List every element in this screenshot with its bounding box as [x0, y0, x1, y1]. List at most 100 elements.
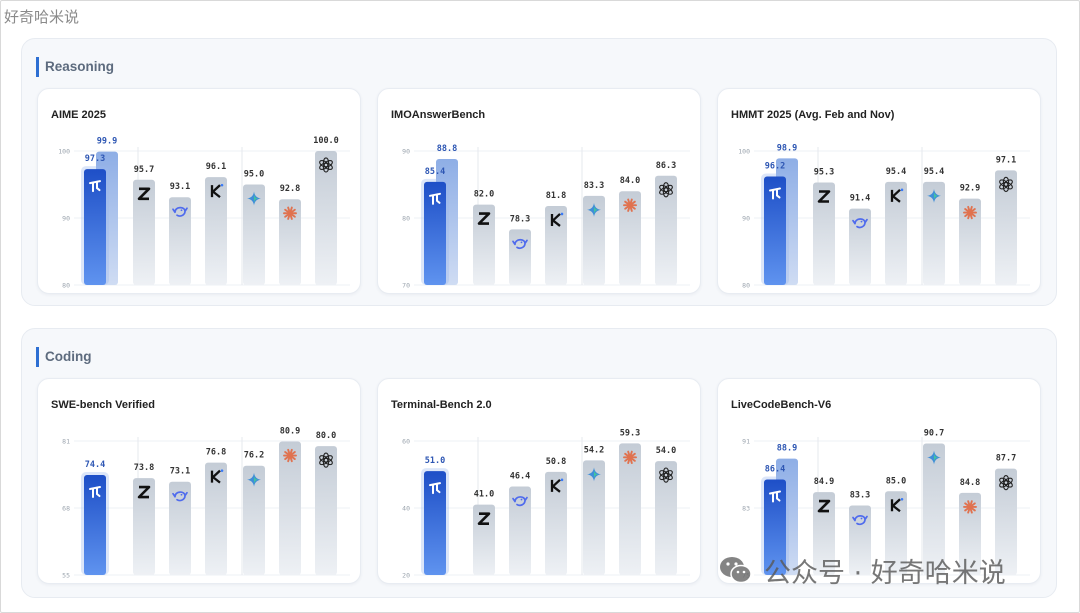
value-label: 54.0 — [656, 446, 676, 456]
zhipu-z-logo-icon — [817, 190, 831, 203]
bar — [243, 465, 265, 575]
watermark-top: 好奇哈米说 — [4, 8, 80, 26]
watermark-bottom-text: 公众号 · 好奇哈米说 — [764, 557, 1006, 589]
deepseek-whale-icon — [512, 238, 528, 250]
bar — [545, 205, 567, 285]
bar-chart: 75839188.986.484.983.385.090.784.887.7 — [742, 429, 1030, 580]
kimi-k-logo-icon — [210, 183, 224, 199]
chart-card-imoanswerbench: IMOAnswerBench 70 80 90 88.8 85.4 82.0 78.3 81.… — [377, 88, 701, 294]
chart-card-aime-2025: AIME 2025 80 90 100 99.9 97.3 95.7 93.1 96.1 95.… — [37, 88, 361, 294]
value-label: 95.4 — [924, 167, 944, 177]
glm-logo-icon — [429, 482, 441, 495]
bar — [279, 199, 301, 285]
deepseek-whale-icon — [172, 206, 188, 217]
gemini-sparkle-icon — [247, 191, 261, 206]
value-label-highlight: 74.4 — [85, 460, 105, 470]
chart-card-livecodebench-v6: LiveCodeBench-V6 75839188.986.484.983.38… — [717, 378, 1041, 584]
section-title: Reasoning — [36, 57, 114, 77]
gemini-sparkle-icon — [587, 202, 601, 217]
glm-logo-icon — [89, 180, 101, 193]
bar — [315, 151, 337, 285]
y-tick-label: 91 — [742, 438, 750, 446]
value-label: 96.1 — [206, 162, 226, 172]
bar — [169, 481, 191, 575]
value-label: 84.9 — [814, 477, 834, 487]
bar — [655, 461, 677, 575]
chart-title: SWE-bench Verified — [51, 399, 155, 411]
chart-card-hmmt-2025: HMMT 2025 (Avg. Feb and Nov) 80 90 100 98.9… — [717, 88, 1041, 294]
deepseek-whale-icon — [172, 491, 188, 502]
chart-card-swe-bench-verified: SWE-bench Verified 55 68 81 74.4 73.8 73.1 76.… — [37, 378, 361, 584]
bar-highlight — [84, 169, 106, 285]
openai-knot-icon — [319, 157, 333, 173]
bar — [923, 181, 945, 285]
bar — [509, 486, 531, 575]
bar — [995, 170, 1017, 285]
y-tick-label: 100 — [738, 148, 750, 156]
zhipu-z-logo-icon — [477, 512, 491, 525]
value-label-highlight: 96.2 — [765, 161, 785, 171]
kimi-k-logo-icon — [210, 469, 224, 484]
value-label: 95.3 — [814, 167, 834, 177]
zhipu-z-logo-icon — [477, 212, 491, 225]
bar-highlight — [764, 176, 786, 285]
bar — [885, 181, 907, 285]
claude-burst-icon — [623, 450, 637, 465]
bar — [583, 195, 605, 285]
gemini-sparkle-icon — [247, 472, 261, 487]
value-label: 59.3 — [620, 428, 640, 438]
kimi-k-logo-icon — [550, 478, 564, 493]
bar — [545, 471, 567, 575]
value-label: 80.0 — [316, 431, 336, 441]
value-label: 92.9 — [960, 184, 980, 194]
bar — [205, 462, 227, 575]
y-tick-label: 100 — [58, 148, 70, 156]
bar — [315, 446, 337, 575]
kimi-k-logo-icon — [550, 212, 564, 227]
chart-card-terminal-bench-2: Terminal-Bench 2.0 20 40 60 51.0 41.0 46.4 50.… — [377, 378, 701, 584]
claude-burst-icon — [963, 500, 977, 514]
chart-title: HMMT 2025 (Avg. Feb and Nov) — [731, 109, 895, 121]
bar — [959, 198, 981, 285]
value-label: 93.1 — [170, 182, 190, 192]
y-tick-label: 90 — [742, 215, 750, 223]
value-label: 50.8 — [546, 457, 566, 467]
bar — [655, 175, 677, 285]
watermark-bottom: 公众号 · 好奇哈米说 — [716, 550, 1006, 590]
y-tick-label: 81 — [62, 438, 70, 446]
value-label: 73.1 — [170, 467, 190, 477]
y-tick-label: 60 — [402, 438, 410, 446]
value-label: 91.4 — [850, 194, 870, 204]
bar — [583, 460, 605, 575]
y-tick-label: 20 — [402, 572, 410, 580]
bar — [279, 441, 301, 575]
bar — [885, 491, 907, 575]
gemini-sparkle-icon — [587, 467, 601, 482]
value-label: 46.4 — [510, 472, 530, 482]
deepseek-whale-icon — [852, 218, 868, 229]
claude-burst-icon — [623, 198, 637, 212]
bar — [169, 197, 191, 285]
gemini-sparkle-icon — [927, 450, 941, 465]
value-label: 95.4 — [886, 167, 906, 177]
bar — [813, 182, 835, 285]
value-label: 83.3 — [584, 181, 604, 191]
value-label: 86.3 — [656, 161, 676, 171]
chart-title: AIME 2025 — [51, 109, 107, 121]
y-tick-label: 68 — [62, 505, 70, 513]
kimi-k-logo-icon — [890, 497, 904, 513]
bar — [849, 208, 871, 285]
y-tick-label: 55 — [62, 572, 70, 580]
bar — [133, 179, 155, 285]
value-label: 95.7 — [134, 165, 154, 175]
bar — [509, 229, 531, 285]
wechat-icon — [720, 557, 752, 584]
zhipu-z-logo-icon — [137, 187, 151, 201]
value-label: 87.7 — [996, 454, 1016, 464]
value-label: 92.8 — [280, 184, 300, 194]
value-label: 76.8 — [206, 448, 226, 458]
claude-burst-icon — [963, 205, 977, 220]
openai-knot-icon — [659, 467, 673, 483]
bar — [923, 443, 945, 575]
value-label: 41.0 — [474, 490, 494, 500]
